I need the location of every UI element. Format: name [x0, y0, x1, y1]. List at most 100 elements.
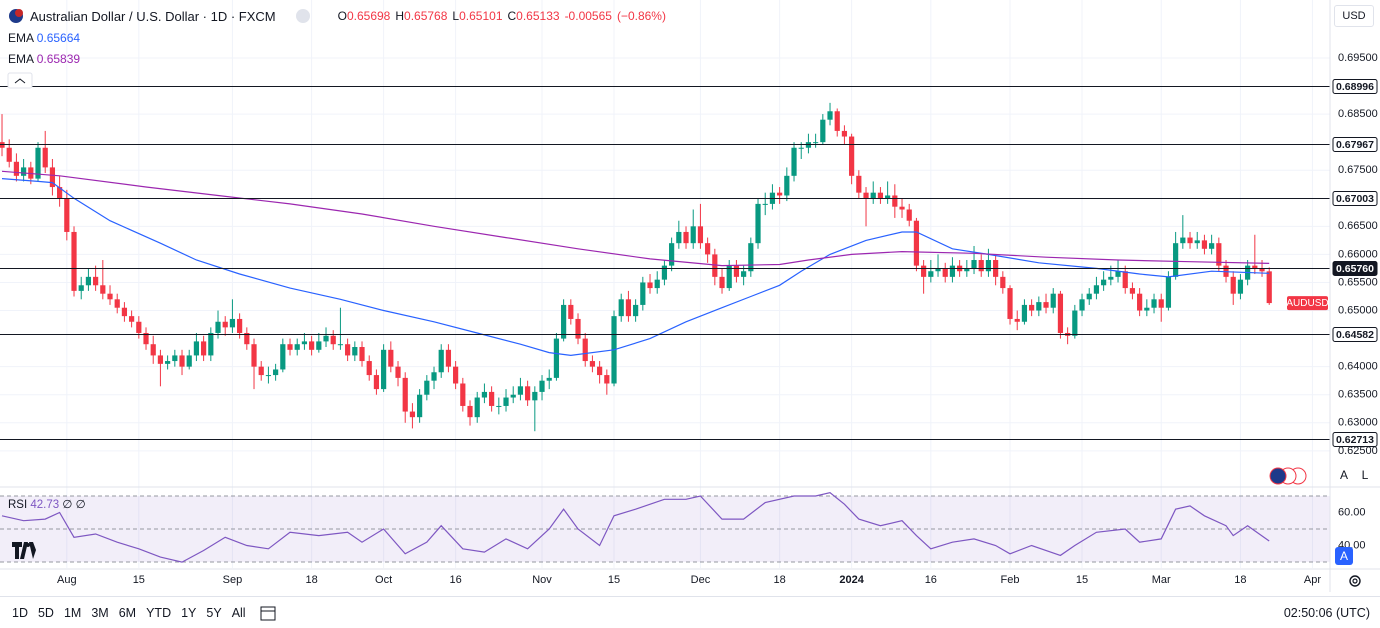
range-button[interactable]: 6M	[118, 606, 137, 620]
candle-body	[683, 231, 689, 244]
candle-body	[445, 349, 452, 367]
candle-body	[1101, 279, 1107, 286]
x-tick-label: Nov	[532, 574, 552, 586]
candle-body	[417, 394, 423, 418]
candle-body	[323, 335, 329, 342]
candle-body	[1050, 293, 1056, 308]
candle-body	[777, 192, 783, 196]
candle-body	[150, 344, 156, 356]
ohlc-value: 0.65698	[346, 9, 391, 23]
candle-body	[1029, 304, 1035, 311]
range-button[interactable]: 5Y	[206, 606, 222, 620]
collapse-button[interactable]	[7, 72, 33, 89]
level-label-box	[1332, 79, 1378, 94]
range-button[interactable]: YTD	[146, 606, 172, 620]
range-button[interactable]: 5D	[37, 606, 54, 620]
candle-body	[100, 285, 106, 294]
background	[0, 0, 1380, 596]
ohlc-label: O	[337, 9, 347, 23]
candle-body	[136, 321, 142, 333]
candle-body	[942, 268, 948, 277]
candle-body	[424, 380, 430, 395]
candle-body	[849, 136, 855, 176]
ema-legend: EMA 0.65839	[8, 52, 80, 66]
ema-name: EMA	[8, 31, 34, 45]
candle-body	[337, 344, 344, 346]
candle-body	[1021, 304, 1028, 322]
candle-body	[1122, 271, 1128, 289]
candle-body	[589, 361, 596, 367]
symbol-flag	[9, 9, 23, 23]
candle-body	[71, 231, 77, 291]
candle-body	[827, 111, 833, 120]
candle-body	[741, 271, 747, 277]
candle-body	[582, 338, 588, 362]
y-tick-label: 0.62500	[1338, 445, 1378, 457]
candle-body	[251, 344, 257, 367]
candle-body	[654, 279, 660, 289]
candle-body	[561, 304, 567, 339]
candle-body	[640, 282, 646, 305]
candle-body	[525, 386, 531, 401]
level-label-box	[1332, 137, 1378, 152]
level-label: 0.64582	[1336, 329, 1374, 341]
candle-body	[129, 316, 135, 322]
candle-body	[381, 349, 387, 390]
rsi-auto-button[interactable]: A	[1335, 547, 1353, 565]
candle-body	[985, 260, 992, 272]
x-tick-label: 15	[608, 574, 620, 586]
range-button[interactable]: 1D	[12, 606, 28, 620]
log-button[interactable]: L	[1356, 466, 1374, 484]
candle-body	[971, 260, 977, 269]
candle-body	[949, 265, 956, 277]
range-button[interactable]: 1Y	[181, 606, 197, 620]
candle-body	[863, 192, 869, 199]
candle-body	[93, 276, 99, 286]
candle-body	[1079, 299, 1085, 311]
candle-body	[229, 318, 236, 328]
level-label-box	[1332, 261, 1378, 276]
range-button[interactable]: 3M	[91, 606, 109, 620]
candle-body	[215, 321, 221, 333]
candle-body	[78, 285, 84, 291]
candle-body	[165, 361, 171, 364]
rsi-value: 42.73	[30, 499, 60, 511]
x-tick-label: Apr	[1304, 574, 1321, 586]
ohlc-value: 0.65768	[404, 9, 448, 23]
range-button[interactable]: All	[231, 606, 246, 620]
settings-icon[interactable]	[1349, 575, 1361, 587]
candle-body	[899, 206, 905, 210]
candle-body	[395, 366, 401, 378]
candle-body	[179, 355, 185, 367]
candle-body	[474, 397, 480, 418]
candle-body	[172, 355, 178, 362]
auto-button[interactable]: A	[1335, 466, 1353, 484]
candle-body	[568, 304, 574, 319]
currency-button[interactable]: USD	[1334, 5, 1374, 27]
candle-body	[1144, 307, 1150, 311]
rsi-line	[1, 492, 1270, 563]
change-pct: (−0.86%)	[616, 9, 666, 23]
candle-body	[892, 195, 898, 207]
candle-body	[222, 321, 228, 328]
x-tick-label: 18	[305, 574, 317, 586]
clock: 02:50:06 (UTC)	[1283, 606, 1370, 620]
candle-body	[856, 175, 862, 193]
candle-body	[301, 341, 308, 345]
range-button[interactable]: 1M	[63, 606, 82, 620]
change: -0.00565	[564, 9, 612, 23]
candle-body	[791, 147, 797, 176]
candle-body	[208, 332, 214, 356]
candle-body	[978, 260, 984, 272]
candle-body	[928, 271, 934, 277]
x-tick-label: 15	[133, 574, 145, 586]
candle-body	[1137, 293, 1143, 311]
candle-body	[193, 341, 200, 356]
candle-body	[287, 344, 293, 350]
candle-body	[820, 119, 826, 143]
candle-body	[726, 265, 732, 289]
calendar-icon[interactable]	[259, 604, 277, 622]
symbol-title: Australian Dollar / U.S. Dollar · 1D · F…	[30, 8, 276, 24]
candle-body	[813, 142, 819, 144]
candle-body	[280, 344, 286, 370]
